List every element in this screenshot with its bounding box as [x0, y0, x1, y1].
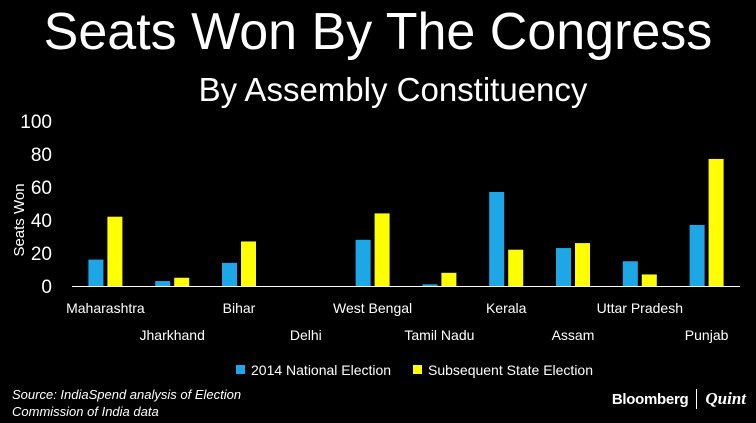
bloomberg-quint-logo: Bloomberg Quint: [612, 389, 746, 409]
bar-state: [441, 272, 457, 286]
legend-label: Subsequent State Election: [428, 362, 593, 378]
x-category-label: Punjab: [685, 327, 729, 343]
bar-national: [155, 281, 171, 286]
x-category-label: Bihar: [223, 300, 256, 316]
x-category-label: Tamil Nadu: [404, 327, 474, 343]
bar-state: [575, 243, 590, 286]
legend-swatch: [413, 365, 422, 374]
y-tick-label: 20: [31, 244, 52, 265]
logo-secondary: Quint: [705, 389, 746, 408]
legend-label: 2014 National Election: [251, 362, 391, 378]
bar-state: [241, 241, 256, 286]
x-category-label: Assam: [552, 327, 595, 343]
bar-national: [355, 239, 371, 286]
bar-state: [508, 249, 524, 286]
x-category-label: West Bengal: [333, 300, 412, 316]
bar-state: [708, 158, 724, 286]
bar-state: [107, 216, 123, 286]
y-tick-label: 0: [41, 277, 52, 298]
legend-swatch: [236, 365, 245, 374]
logo-primary: Bloomberg: [611, 390, 689, 408]
bar-national: [689, 224, 705, 286]
source-line-1: Source: IndiaSpend analysis of Election: [12, 387, 241, 402]
chart-subtitle: By Assembly Constituency: [198, 71, 588, 108]
bar-state: [374, 213, 390, 286]
chart-title: Seats Won By The Congress: [43, 3, 713, 61]
logo-divider: [696, 389, 698, 409]
y-tick-label: 100: [20, 112, 52, 133]
y-tick-label: 40: [31, 211, 52, 232]
bar-national: [556, 248, 571, 286]
bar-state: [174, 277, 190, 286]
bar-national: [622, 261, 638, 286]
x-category-label: Uttar Pradesh: [597, 300, 683, 316]
x-category-label: Maharashtra: [66, 300, 145, 316]
y-tick-label: 60: [31, 178, 52, 199]
bar-national: [222, 262, 237, 286]
bar-national: [422, 284, 438, 286]
x-category-label: Kerala: [486, 300, 527, 316]
bar-national: [489, 191, 505, 286]
source-line-2: Commission of India data: [12, 404, 159, 419]
bar-state: [641, 274, 657, 286]
x-category-label: Jharkhand: [140, 327, 205, 343]
y-tick-label: 80: [31, 145, 52, 166]
y-axis-label: Seats Won: [11, 183, 28, 256]
bar-national: [88, 259, 104, 286]
x-category-label: Delhi: [290, 327, 322, 343]
